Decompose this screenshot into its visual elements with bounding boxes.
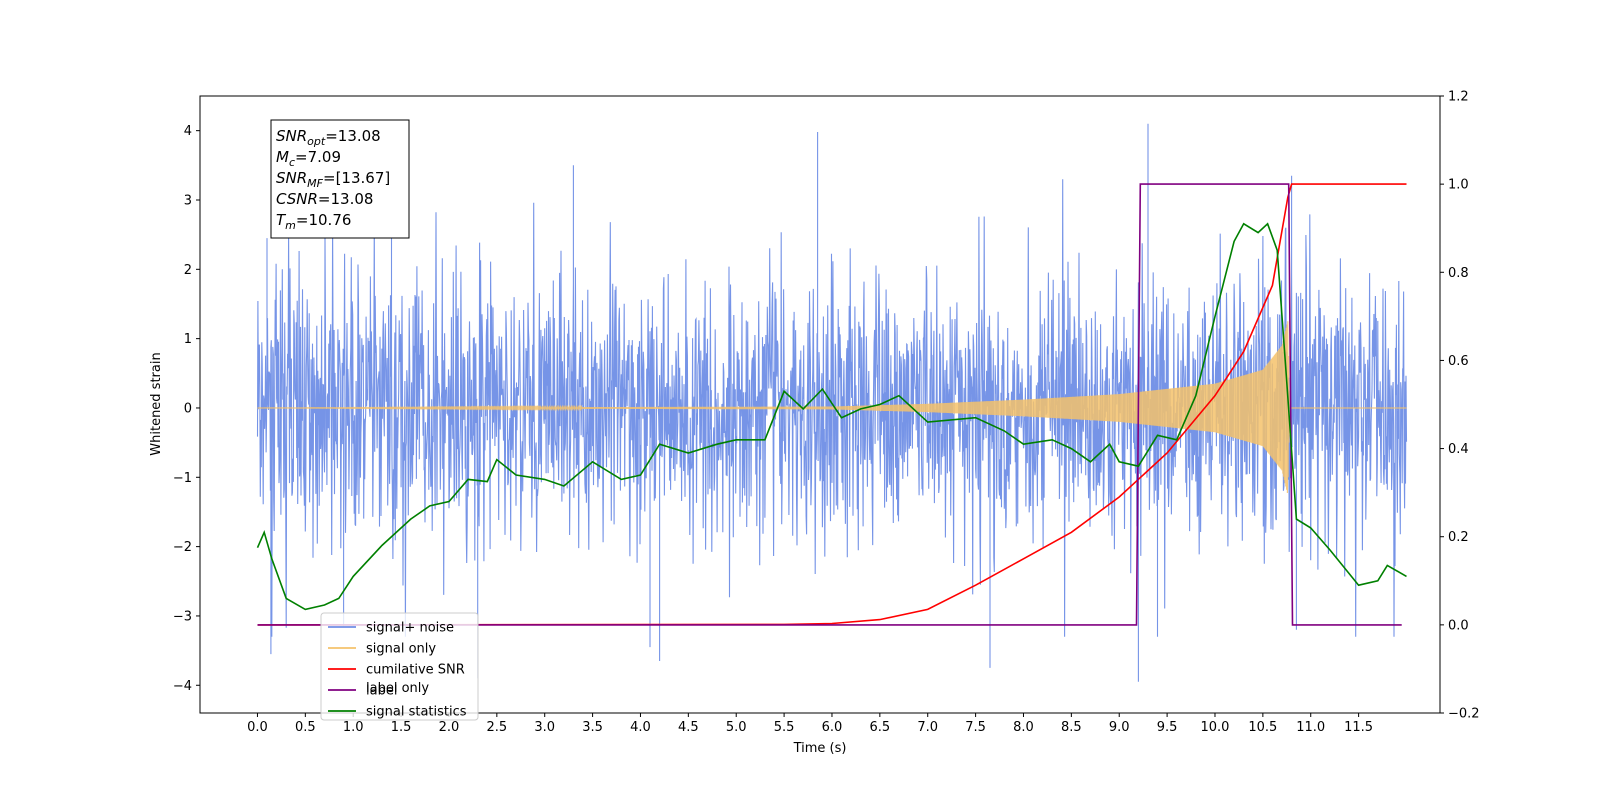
x-axis: 0.0 0.5 1.0 1.5 2.0 2.5 3.0 3.5 4.0 4.5 5.0 5.5 6.0 6… xyxy=(247,713,1373,735)
legend: label only signal+ noise signal only cumila… xyxy=(320,612,479,721)
x-tick-label: 4.5 xyxy=(678,720,699,735)
x-tick-label: 6.5 xyxy=(870,720,891,735)
legend-label: signal only xyxy=(366,642,436,657)
x-tick-label: 8.5 xyxy=(1061,720,1082,735)
y-tick-label: 2 xyxy=(184,263,192,278)
x-tick-label: 2.0 xyxy=(439,720,460,735)
x-tick-label: 10.0 xyxy=(1201,720,1230,735)
y-axis-left: 4 3 2 1 0 −1 −2 −3 −4 xyxy=(173,124,200,694)
y-tick-label: −2 xyxy=(173,540,192,555)
x-tick-label: 6.0 xyxy=(822,720,843,735)
y-tick-label: 4 xyxy=(184,124,192,139)
series-label xyxy=(257,183,1402,626)
y-tick-label: −4 xyxy=(173,679,192,694)
y-tick-label: −3 xyxy=(173,609,192,624)
y2-tick-label: 0.8 xyxy=(1448,266,1469,281)
annotation-box: SNRopt=13.08Mc=7.09SNRMF=[13.67]CSNR=13.… xyxy=(270,119,410,239)
x-tick-label: 1.0 xyxy=(343,720,364,735)
legend-frame xyxy=(320,612,479,721)
y2-tick-label: 0.2 xyxy=(1448,530,1469,545)
axes-frame xyxy=(199,95,1441,714)
annotation-frame xyxy=(270,119,410,239)
x-tick-label: 5.0 xyxy=(726,720,747,735)
y2-tick-label: 1.0 xyxy=(1448,178,1469,193)
y2-tick-label: 0.4 xyxy=(1448,442,1469,457)
series-signal-statistics xyxy=(256,222,1407,611)
y-axis-label: Whitened strain xyxy=(149,352,164,455)
x-tick-label: 7.0 xyxy=(917,720,938,735)
legend-hidden-label: label only xyxy=(366,681,429,696)
y-tick-label: 0 xyxy=(184,401,192,416)
series-cumilative-snr xyxy=(257,183,1407,626)
y-tick-label: −1 xyxy=(173,471,192,486)
x-tick-label: 9.5 xyxy=(1157,720,1178,735)
annotation-line: CSNR=13.08 xyxy=(276,190,373,208)
y-tick-label: 3 xyxy=(184,193,192,208)
x-tick-label: 1.5 xyxy=(391,720,412,735)
y2-tick-label: 1.2 xyxy=(1448,90,1469,105)
x-tick-label: 0.0 xyxy=(247,720,268,735)
y-tick-label: 1 xyxy=(184,332,192,347)
x-tick-label: 3.0 xyxy=(534,720,555,735)
x-tick-label: 5.5 xyxy=(774,720,795,735)
x-tick-label: 8.0 xyxy=(1013,720,1034,735)
legend-label: label xyxy=(366,684,397,699)
annotation-line: SNRopt=13.08 xyxy=(276,127,381,148)
x-axis-label: Time (s) xyxy=(793,741,847,756)
annotation-line: Tm=10.76 xyxy=(276,211,351,232)
annotation-line: SNRMF=[13.67] xyxy=(276,169,390,190)
legend-label: signal statistics xyxy=(366,705,467,720)
x-tick-label: 4.0 xyxy=(630,720,651,735)
y2-tick-label: 0.6 xyxy=(1448,354,1469,369)
x-tick-label: 11.5 xyxy=(1344,720,1373,735)
legend-label: cumilative SNR xyxy=(366,663,465,678)
x-tick-label: 0.5 xyxy=(295,720,316,735)
x-tick-label: 3.5 xyxy=(582,720,603,735)
legend-label: signal+ noise xyxy=(366,621,454,636)
series-signal-only xyxy=(257,321,1407,494)
x-tick-label: 2.5 xyxy=(486,720,507,735)
x-tick-label: 10.5 xyxy=(1248,720,1277,735)
x-tick-label: 9.0 xyxy=(1109,720,1130,735)
y2-tick-label: 0.0 xyxy=(1448,618,1469,633)
annotation-line: Mc=7.09 xyxy=(276,148,341,169)
plot-area xyxy=(256,123,1408,682)
x-tick-label: 7.5 xyxy=(965,720,986,735)
y2-tick-label: −0.2 xyxy=(1448,707,1480,722)
x-tick-label: 11.0 xyxy=(1296,720,1325,735)
series-signal-plus-noise xyxy=(256,123,1408,682)
y-axis-right: 1.2 1.0 0.8 0.6 0.4 0.2 0.0 −0.2 xyxy=(1440,90,1480,722)
